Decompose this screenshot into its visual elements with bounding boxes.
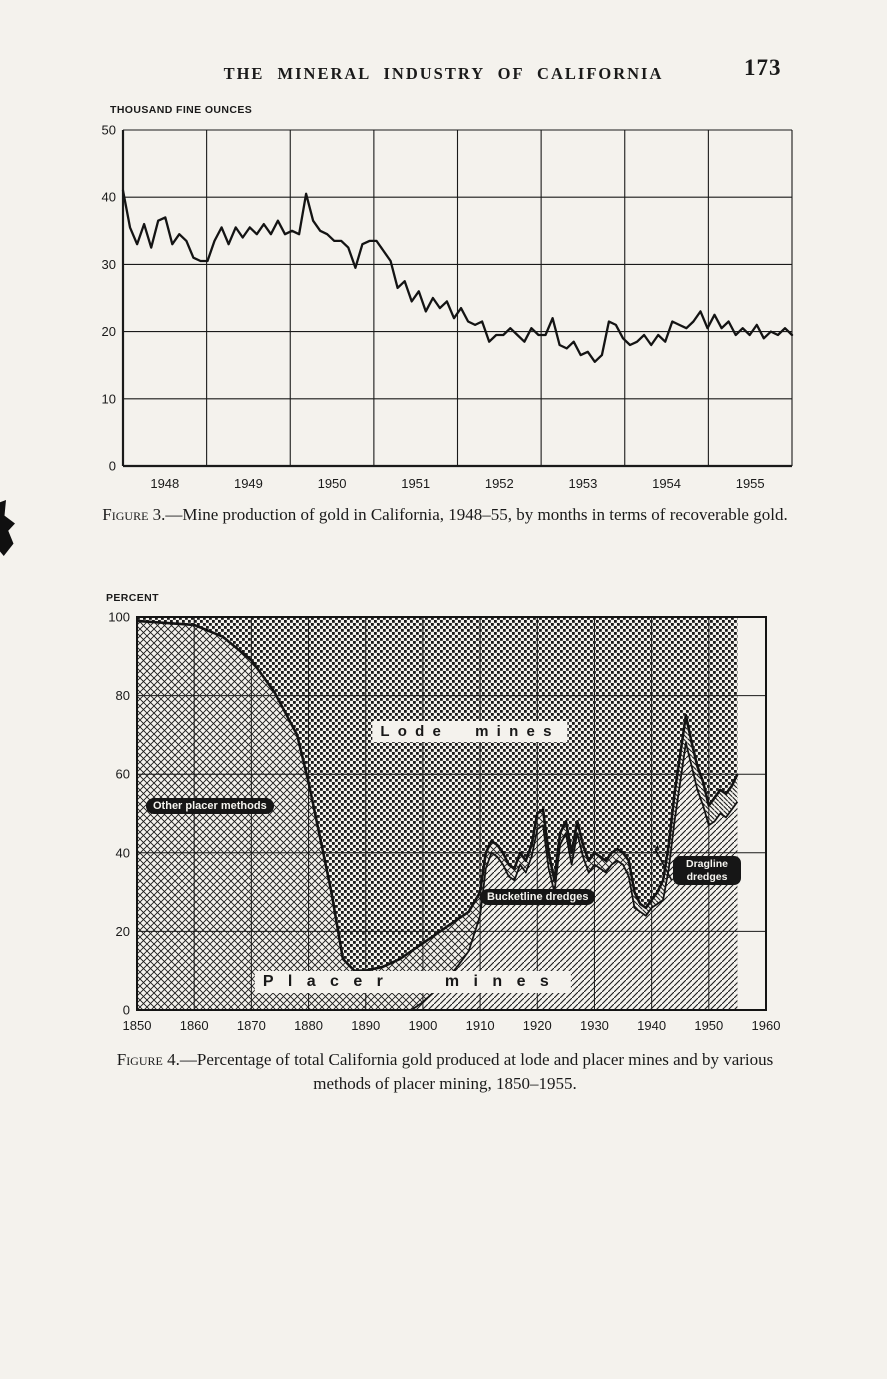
area-dragline-dredges — [628, 715, 738, 916]
x-tick-label: 1950 — [318, 476, 347, 491]
y-tick-label: 0 — [109, 459, 116, 474]
figure3-caption: Figure 3.—Mine production of gold in Cal… — [93, 503, 797, 527]
figure3-caption-label: Figure 3. — [102, 505, 166, 524]
x-tick-label: 1953 — [568, 476, 597, 491]
x-tick-label: 1880 — [294, 1018, 323, 1033]
y-tick-label: 40 — [116, 845, 130, 860]
x-tick-label: 1949 — [234, 476, 263, 491]
y-tick-label: 10 — [102, 391, 116, 406]
x-tick-label: 1955 — [736, 476, 765, 491]
x-tick-label: 1948 — [150, 476, 179, 491]
y-tick-label: 100 — [108, 610, 130, 625]
x-tick-label: 1850 — [123, 1018, 152, 1033]
figure3-y-axis-unit-label: THOUSAND FINE OUNCES — [110, 104, 253, 116]
y-tick-label: 60 — [116, 767, 130, 782]
x-tick-label: 1951 — [401, 476, 430, 491]
label-dragline-dredges: Dragline dredges — [673, 856, 741, 886]
y-tick-label: 20 — [116, 924, 130, 939]
plot-border — [136, 616, 767, 1011]
x-tick-label: 1860 — [180, 1018, 209, 1033]
x-tick-label: 1910 — [466, 1018, 495, 1033]
scan-ink-artifact — [0, 500, 15, 556]
placer-total-curve — [136, 619, 739, 973]
figure4-caption: Figure 4.—Percentage of total California… — [93, 1048, 797, 1096]
y-tick-label: 80 — [116, 688, 130, 703]
x-tick-label: 1930 — [580, 1018, 609, 1033]
label-placer-mines: Placer mines — [254, 971, 572, 993]
x-tick-label: 1890 — [351, 1018, 380, 1033]
x-tick-label: 1940 — [637, 1018, 666, 1033]
dragline-arrow — [654, 848, 673, 881]
figure4-y-axis-unit-label: PERCENT — [106, 592, 159, 604]
bucketline-curve — [410, 741, 739, 1011]
y-tick-label: 20 — [102, 324, 116, 339]
label-bucketline-dredges: Bucketline dredges — [480, 889, 596, 905]
page-number: 173 — [744, 55, 782, 80]
x-tick-label: 1920 — [523, 1018, 552, 1033]
x-tick-label: 1870 — [237, 1018, 266, 1033]
figure4: PERCENT — [98, 588, 812, 1050]
x-tick-label: 1960 — [752, 1018, 781, 1033]
gold-production-line — [121, 189, 794, 363]
label-lode-mines: Lode mines — [372, 721, 568, 742]
x-tick-label: 1900 — [408, 1018, 437, 1033]
y-tick-label: 0 — [123, 1003, 130, 1018]
figure4-caption-text: —Percentage of total California gold pro… — [179, 1050, 774, 1093]
running-title: THE MINERAL INDUSTRY OF CALIFORNIA — [223, 64, 664, 83]
x-tick-label: 1954 — [652, 476, 681, 491]
figure3-caption-text: —Mine production of gold in California, … — [165, 505, 788, 524]
x-tick-label: 1950 — [694, 1018, 723, 1033]
area-bucketline-dredges — [411, 742, 738, 1010]
label-other-placer-methods: Other placer methods — [146, 798, 274, 814]
y-tick-label: 50 — [102, 123, 116, 138]
y-tick-label: 40 — [102, 190, 116, 205]
figure3-line-chart: 0 10 20 30 40 50 1948 1949 1950 1951 1952 1953 1954 1… — [102, 123, 794, 491]
x-tick-label: 1952 — [485, 476, 514, 491]
figure3: THOUSAND FINE OUNCES 0 10 20 30 40 50 1948 1949… — [92, 104, 806, 506]
figure4-caption-label: Figure 4. — [116, 1050, 180, 1069]
dragline-arrowhead — [655, 844, 660, 850]
y-tick-label: 30 — [102, 257, 116, 272]
